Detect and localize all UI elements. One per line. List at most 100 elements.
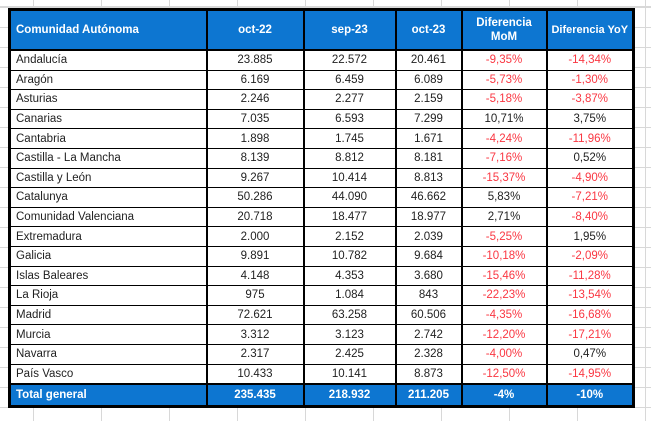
percent-cell[interactable]: -15,46% [460, 265, 548, 287]
percent-cell[interactable]: -11,96% [545, 128, 635, 149]
region-name-cell[interactable]: Castilla y León [8, 167, 208, 189]
value-cell[interactable]: 4.148 [205, 265, 305, 287]
value-cell[interactable]: 2.425 [302, 343, 397, 365]
value-cell[interactable]: 975 [205, 285, 305, 306]
region-name-cell[interactable]: La Rioja [8, 285, 208, 306]
value-cell[interactable]: 10.782 [302, 245, 397, 267]
value-cell[interactable]: 2.246 [205, 89, 305, 110]
percent-cell[interactable]: -15,37% [460, 167, 548, 189]
value-cell[interactable]: 1.671 [394, 128, 463, 149]
value-cell[interactable]: 8.812 [302, 147, 397, 169]
value-cell[interactable]: 46.662 [394, 187, 463, 208]
value-cell[interactable]: 72.621 [205, 304, 305, 326]
total-diferencia-yoy-cell[interactable]: -10% [545, 383, 635, 408]
value-cell[interactable]: 843 [394, 285, 463, 306]
percent-cell[interactable]: -5,18% [460, 89, 548, 110]
percent-cell[interactable]: -16,68% [545, 304, 635, 326]
value-cell[interactable]: 4.353 [302, 265, 397, 287]
value-cell[interactable]: 23.885 [205, 49, 305, 71]
region-name-cell[interactable]: Catalunya [8, 187, 208, 208]
region-name-cell[interactable]: Islas Baleares [8, 265, 208, 287]
percent-cell[interactable]: -1,30% [545, 69, 635, 91]
percent-cell[interactable]: -12,50% [460, 363, 548, 385]
total-diferencia-mom-cell[interactable]: -4% [460, 383, 548, 408]
region-name-cell[interactable]: Canarias [8, 108, 208, 130]
percent-cell[interactable]: -2,09% [545, 245, 635, 267]
value-cell[interactable]: 18.477 [302, 206, 397, 228]
value-cell[interactable]: 18.977 [394, 206, 463, 228]
region-name-cell[interactable]: Andalucía [8, 49, 208, 71]
value-cell[interactable]: 9.267 [205, 167, 305, 189]
value-cell[interactable]: 22.572 [302, 49, 397, 71]
percent-cell[interactable]: -8,40% [545, 206, 635, 228]
region-name-cell[interactable]: Castilla - La Mancha [8, 147, 208, 169]
value-cell[interactable]: 60.506 [394, 304, 463, 326]
value-cell[interactable]: 2.317 [205, 343, 305, 365]
percent-cell[interactable]: 0,47% [545, 343, 635, 365]
percent-cell[interactable]: -14,34% [545, 49, 635, 71]
value-cell[interactable]: 10.433 [205, 363, 305, 385]
region-name-cell[interactable]: Cantabria [8, 128, 208, 149]
value-cell[interactable]: 20.718 [205, 206, 305, 228]
percent-cell[interactable]: -4,35% [460, 304, 548, 326]
percent-cell[interactable]: -7,21% [545, 187, 635, 208]
value-cell[interactable]: 10.141 [302, 363, 397, 385]
value-cell[interactable]: 2.152 [302, 226, 397, 247]
column-header-oct-23[interactable]: oct-23 [394, 9, 463, 51]
percent-cell[interactable]: -11,28% [545, 265, 635, 287]
total-label-cell[interactable]: Total general [8, 383, 208, 408]
percent-cell[interactable]: -22,23% [460, 285, 548, 306]
percent-cell[interactable]: -4,90% [545, 167, 635, 189]
value-cell[interactable]: 8.813 [394, 167, 463, 189]
value-cell[interactable]: 1.745 [302, 128, 397, 149]
value-cell[interactable]: 2.039 [394, 226, 463, 247]
percent-cell[interactable]: -3,87% [545, 89, 635, 110]
percent-cell[interactable]: -17,21% [545, 324, 635, 345]
percent-cell[interactable]: 5,83% [460, 187, 548, 208]
value-cell[interactable]: 1.898 [205, 128, 305, 149]
value-cell[interactable]: 50.286 [205, 187, 305, 208]
percent-cell[interactable]: 2,71% [460, 206, 548, 228]
region-name-cell[interactable]: País Vasco [8, 363, 208, 385]
region-name-cell[interactable]: Navarra [8, 343, 208, 365]
value-cell[interactable]: 8.139 [205, 147, 305, 169]
value-cell[interactable]: 3.312 [205, 324, 305, 345]
value-cell[interactable]: 44.090 [302, 187, 397, 208]
value-cell[interactable]: 2.277 [302, 89, 397, 110]
percent-cell[interactable]: -4,24% [460, 128, 548, 149]
percent-cell[interactable]: -10,18% [460, 245, 548, 267]
column-header-comunidad-autonoma[interactable]: Comunidad Autónoma [8, 9, 208, 51]
value-cell[interactable]: 6.593 [302, 108, 397, 130]
region-name-cell[interactable]: Madrid [8, 304, 208, 326]
value-cell[interactable]: 10.414 [302, 167, 397, 189]
value-cell[interactable]: 2.328 [394, 343, 463, 365]
value-cell[interactable]: 7.035 [205, 108, 305, 130]
value-cell[interactable]: 2.159 [394, 89, 463, 110]
value-cell[interactable]: 3.680 [394, 265, 463, 287]
percent-cell[interactable]: 3,75% [545, 108, 635, 130]
value-cell[interactable]: 8.873 [394, 363, 463, 385]
total-oct-22-cell[interactable]: 235.435 [205, 383, 305, 408]
region-name-cell[interactable]: Comunidad Valenciana [8, 206, 208, 228]
value-cell[interactable]: 7.299 [394, 108, 463, 130]
percent-cell[interactable]: -9,35% [460, 49, 548, 71]
percent-cell[interactable]: -12,20% [460, 324, 548, 345]
region-name-cell[interactable]: Asturias [8, 89, 208, 110]
value-cell[interactable]: 1.084 [302, 285, 397, 306]
total-sep-23-cell[interactable]: 218.932 [302, 383, 397, 408]
percent-cell[interactable]: 1,95% [545, 226, 635, 247]
value-cell[interactable]: 8.181 [394, 147, 463, 169]
percent-cell[interactable]: -7,16% [460, 147, 548, 169]
percent-cell[interactable]: -14,95% [545, 363, 635, 385]
column-header-diferencia-yoy[interactable]: Diferencia YoY [545, 9, 635, 51]
value-cell[interactable]: 9.891 [205, 245, 305, 267]
value-cell[interactable]: 6.169 [205, 69, 305, 91]
percent-cell[interactable]: -5,73% [460, 69, 548, 91]
value-cell[interactable]: 2.742 [394, 324, 463, 345]
percent-cell[interactable]: -13,54% [545, 285, 635, 306]
percent-cell[interactable]: -4,00% [460, 343, 548, 365]
region-name-cell[interactable]: Extremadura [8, 226, 208, 247]
column-header-oct-22[interactable]: oct-22 [205, 9, 305, 51]
column-header-sep-23[interactable]: sep-23 [302, 9, 397, 51]
value-cell[interactable]: 63.258 [302, 304, 397, 326]
